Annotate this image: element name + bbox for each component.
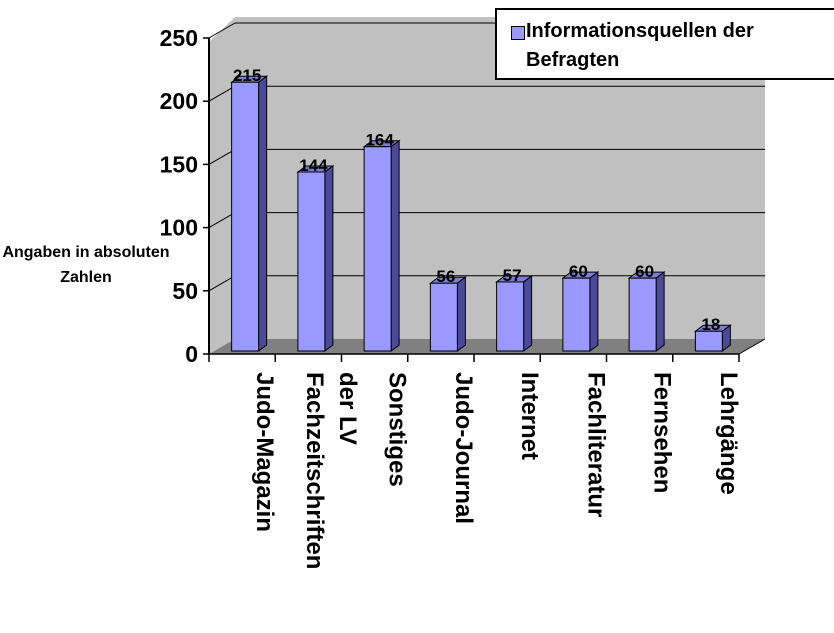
y-tick-label: 100 bbox=[160, 215, 198, 241]
y-tick-label: 0 bbox=[185, 341, 198, 367]
bar-side bbox=[589, 271, 599, 352]
bar-front bbox=[562, 277, 591, 352]
x-tick-label: der LV bbox=[334, 372, 361, 445]
data-label: 144 bbox=[299, 156, 328, 175]
bar-front bbox=[363, 146, 392, 352]
bar: 57 bbox=[495, 266, 534, 352]
plot-side-wall bbox=[209, 17, 235, 354]
x-tick-label: Internet bbox=[516, 372, 543, 460]
bar-side bbox=[390, 139, 400, 352]
bar-front bbox=[231, 81, 260, 352]
legend: Informationsquellen der Befragten bbox=[495, 8, 834, 80]
bar-side bbox=[258, 75, 268, 352]
bar: 56 bbox=[428, 267, 467, 352]
bar-side bbox=[523, 274, 533, 352]
gridline-side bbox=[208, 85, 236, 102]
bar-front bbox=[429, 282, 458, 352]
bar: 144 bbox=[296, 156, 335, 352]
y-tick-label: 250 bbox=[160, 25, 198, 51]
data-label: 60 bbox=[635, 262, 654, 281]
x-tick-label: Judo-Journal bbox=[450, 372, 477, 524]
bar-side bbox=[655, 271, 665, 352]
bar-front bbox=[628, 277, 657, 352]
bar-side bbox=[324, 164, 334, 352]
gridline-side bbox=[208, 275, 236, 292]
bar-front bbox=[496, 281, 525, 352]
x-tick-label: Lehrgänge bbox=[715, 372, 742, 495]
data-label: 164 bbox=[365, 131, 394, 150]
bar-front bbox=[694, 330, 723, 352]
y-tick-label: 200 bbox=[160, 88, 198, 114]
legend-label: Informationsquellen der Befragten bbox=[526, 20, 754, 71]
data-label: 57 bbox=[503, 266, 522, 285]
y-tick-label: 50 bbox=[172, 278, 198, 304]
legend-swatch bbox=[511, 26, 525, 40]
plot-floor bbox=[209, 339, 765, 354]
y-axis-title: Angaben in absoluten Zahlen bbox=[2, 244, 170, 286]
x-tick-label: Fachzeitschriften bbox=[301, 372, 328, 569]
gridline-side bbox=[208, 212, 236, 229]
y-tick-label: 150 bbox=[160, 151, 198, 177]
bar: 215 bbox=[230, 66, 269, 352]
bar-front bbox=[297, 171, 326, 352]
bar: 60 bbox=[561, 262, 600, 352]
floor-front-edge bbox=[738, 338, 766, 355]
x-tick-label: Judo-Magazin bbox=[251, 372, 278, 532]
gridline-side bbox=[208, 148, 236, 165]
x-tick-label: Sonstiges bbox=[384, 372, 411, 487]
bar: 18 bbox=[693, 315, 732, 352]
data-label: 18 bbox=[701, 315, 720, 334]
gridline-side bbox=[208, 22, 236, 39]
bar-side bbox=[456, 276, 466, 352]
data-label: 60 bbox=[569, 262, 588, 281]
x-tick-label: Fernsehen bbox=[649, 372, 676, 493]
data-label: 215 bbox=[233, 66, 261, 85]
bar: 60 bbox=[627, 262, 666, 352]
data-label: 56 bbox=[436, 267, 455, 286]
bar: 164 bbox=[362, 131, 401, 352]
x-tick-label: Fachliteratur bbox=[582, 372, 609, 517]
